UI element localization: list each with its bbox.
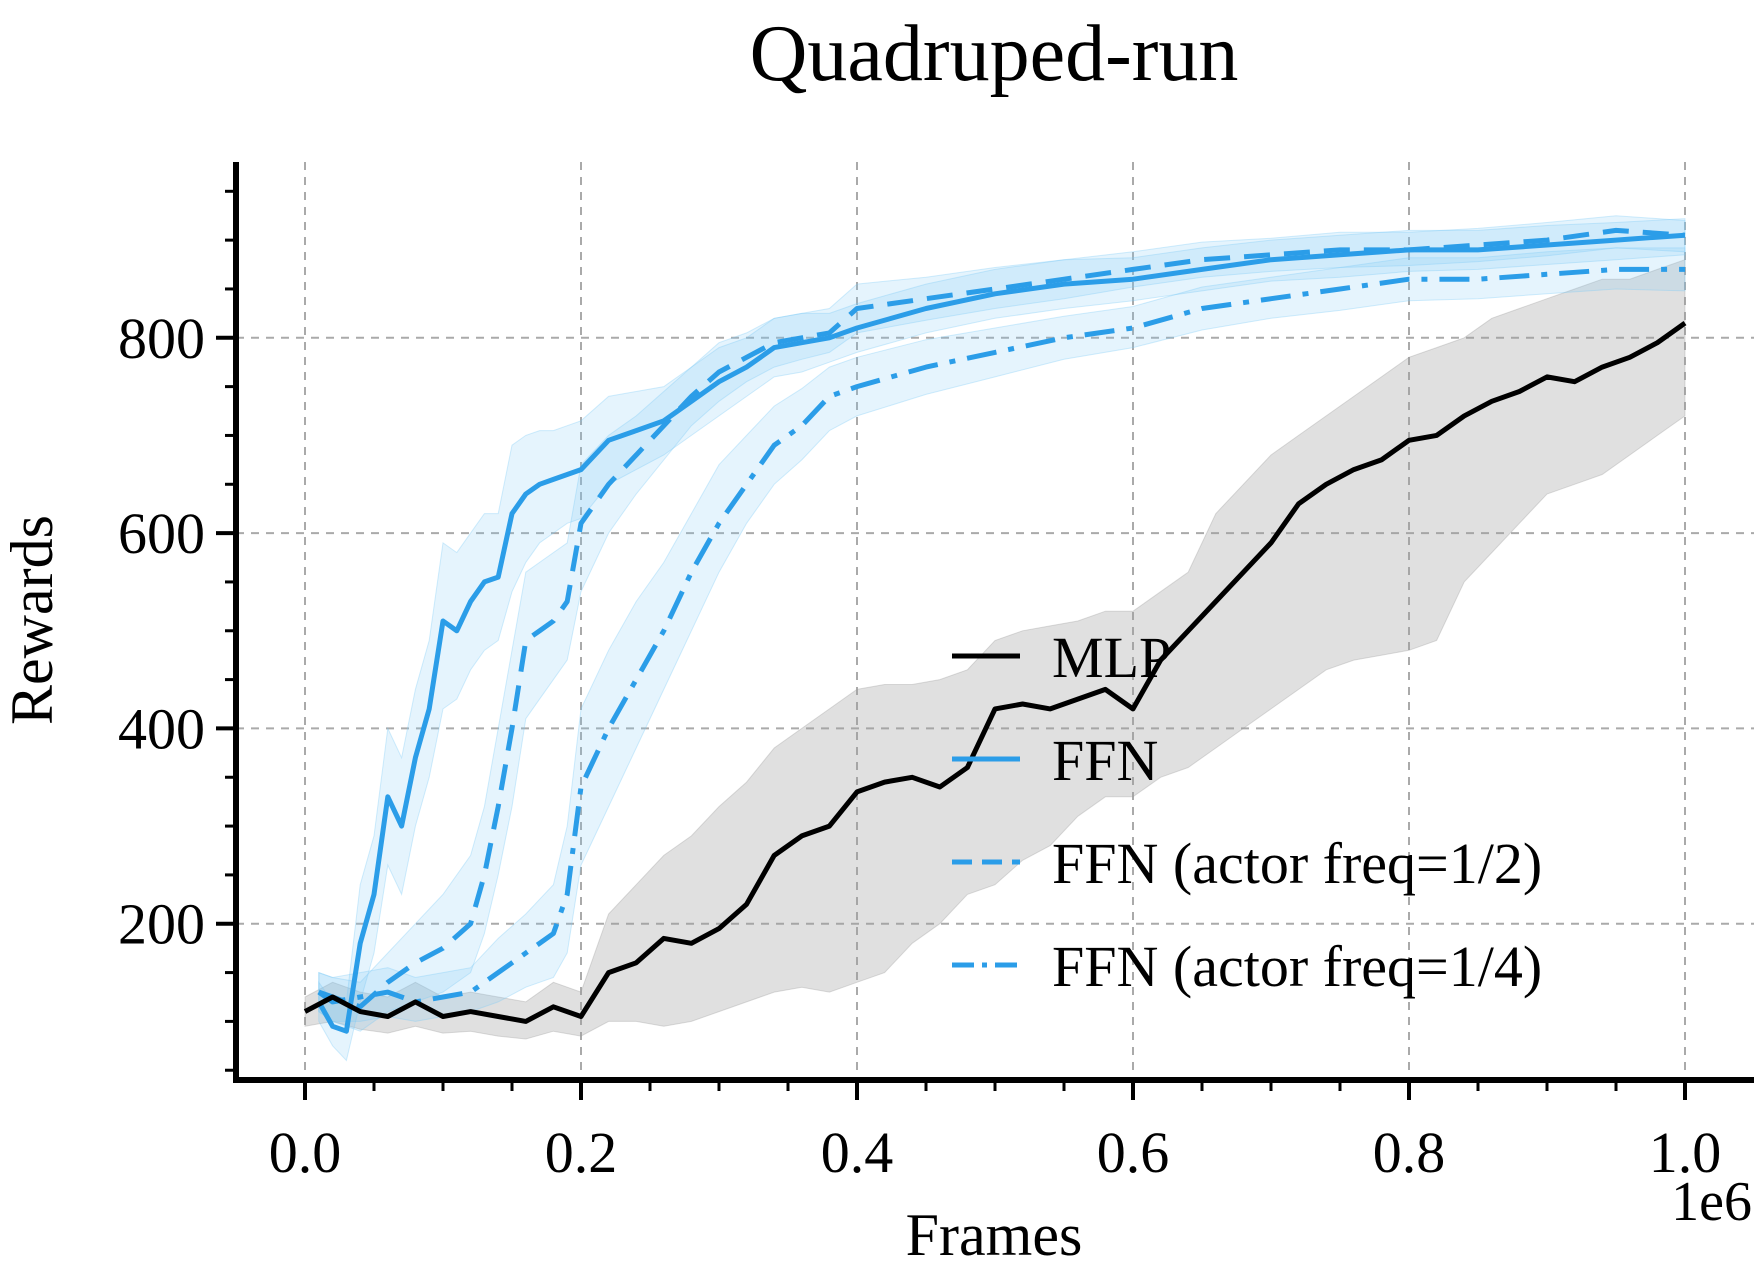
x-tick-labels: 0.0 0.2 0.4 0.6 0.8 1.0: [269, 1120, 1722, 1185]
legend-label-0: MLP: [1052, 625, 1171, 690]
x-tick-label-2: 0.4: [821, 1120, 894, 1185]
y-tick-labels: 200 400 600 800: [118, 306, 205, 957]
series-line-3: [317, 266, 1685, 1005]
x-offset-text: 1e6: [1671, 1171, 1752, 1233]
series-line-0: [303, 321, 1687, 1024]
y-axis-label: Rewards: [0, 515, 65, 725]
x-tick-label-3: 0.6: [1097, 1120, 1170, 1185]
legend-label-2: FFN (actor freq=1/2): [1052, 831, 1542, 896]
legend-label-1: FFN: [1052, 728, 1158, 793]
grid: [236, 162, 1754, 1080]
series-line-1: [316, 232, 1686, 1034]
band-0: [304, 258, 1686, 1040]
y-tick-label-0: 200: [118, 892, 205, 957]
y-tick-label-1: 400: [118, 696, 205, 761]
legend-label-3: FFN (actor freq=1/4): [1052, 934, 1542, 999]
x-tick-label-1: 0.2: [545, 1120, 618, 1185]
series-lines: [303, 227, 1687, 1034]
y-tick-label-3: 800: [118, 306, 205, 371]
x-tick-label-5: 1.0: [1649, 1120, 1722, 1185]
y-tick-label-2: 600: [118, 501, 205, 566]
x-tick-label-4: 0.8: [1373, 1120, 1446, 1185]
chart-title: Quadruped-run: [750, 10, 1239, 98]
axes: [216, 162, 1754, 1100]
series-line-2: [317, 227, 1686, 1010]
x-tick-label-0: 0.0: [269, 1120, 342, 1185]
band-3: [318, 247, 1686, 1022]
x-axis-label: Frames: [906, 1202, 1083, 1268]
legend: MLP FFN FFN (actor freq=1/2) FFN (actor fre…: [952, 625, 1542, 999]
